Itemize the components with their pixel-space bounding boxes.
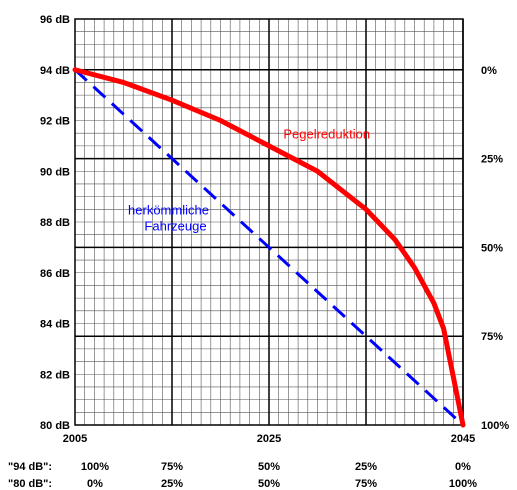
series-label: Pegelreduktion	[283, 126, 370, 141]
y-tick-label: 84 dB	[40, 319, 70, 331]
table-cell: 75%	[355, 478, 377, 490]
table-cell: 75%	[161, 461, 183, 473]
series-layer	[72, 67, 466, 428]
series-label: Fahrzeuge	[144, 218, 206, 233]
y-tick-label: 92 dB	[40, 116, 70, 128]
y-tick-label: 96 dB	[40, 14, 70, 26]
table-cell: 100%	[81, 461, 109, 473]
y-tick-label: 82 dB	[40, 369, 70, 381]
right-tick-label: 75%	[481, 331, 503, 343]
table-cell: 50%	[258, 478, 280, 490]
x-tick-label: 2025	[257, 433, 281, 445]
y-tick-label: 86 dB	[40, 268, 70, 280]
y-tick-label: 90 dB	[40, 166, 70, 178]
table-cell: 25%	[355, 461, 377, 473]
table-row-label: "94 dB":	[8, 461, 52, 473]
plot-frame	[74, 18, 464, 426]
right-tick-label: 50%	[481, 242, 503, 254]
x-tick-label: 2045	[451, 433, 475, 445]
table-row-label: "80 dB":	[8, 478, 52, 490]
right-tick-label: 0%	[481, 65, 497, 77]
table-cell: 0%	[87, 478, 103, 490]
y-tick-label: 94 dB	[40, 65, 70, 77]
x-tick-label: 2005	[63, 433, 87, 445]
table-cell: 100%	[449, 478, 477, 490]
series-line-0	[73, 68, 465, 427]
right-tick-label: 100%	[481, 420, 509, 432]
x-axis-ticks: 2005 2025 2045	[63, 433, 475, 445]
right-tick-label: 25%	[481, 154, 503, 166]
series-line-1	[72, 67, 466, 428]
table-cell: 50%	[258, 461, 280, 473]
series-label: herkömmliche	[128, 202, 209, 217]
bottom-table: "94 dB": 100% 75% 50% 25% 0% "80 dB": 0% 25% 50% 7…	[8, 461, 477, 490]
y-tick-label: 80 dB	[40, 420, 70, 432]
minor-grid	[74, 18, 464, 426]
table-cell: 25%	[161, 478, 183, 490]
y-tick-label: 88 dB	[40, 217, 70, 229]
table-cell: 0%	[455, 461, 471, 473]
right-axis-ticks: 0% 25% 50% 75% 100%	[481, 65, 509, 432]
left-axis-ticks: 96 dB 94 dB 92 dB 90 dB 88 dB 86 dB 84 dB 82 dB…	[40, 14, 70, 432]
